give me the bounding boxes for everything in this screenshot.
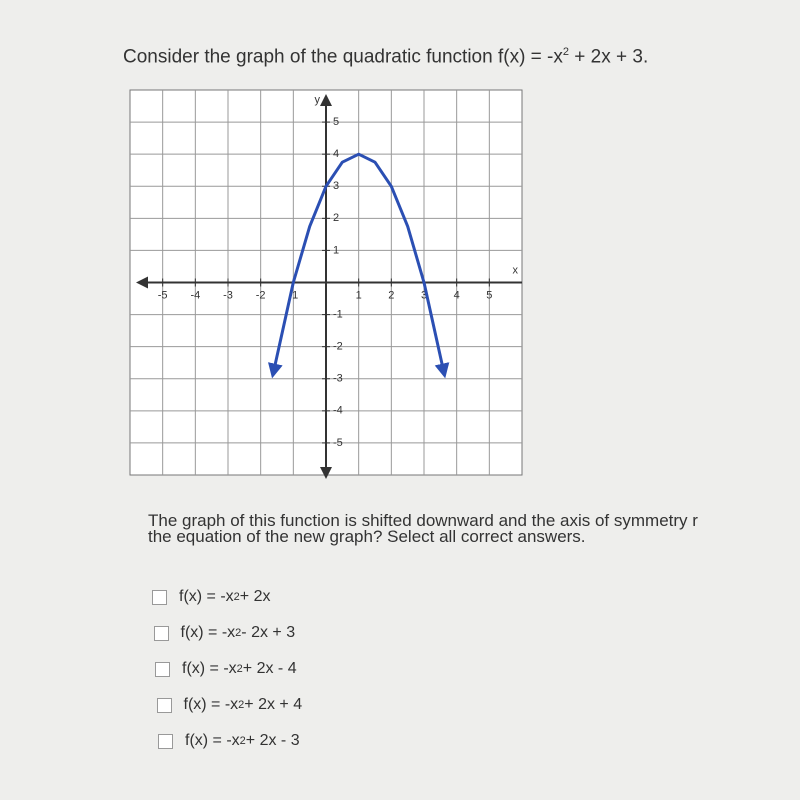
y-tick-label: 2 [333, 212, 339, 224]
x-tick-label: 2 [388, 289, 394, 301]
answer-option[interactable]: f(x) = -x 2 + 2x - 3 [158, 732, 300, 750]
answer-option[interactable]: f(x) = -x 2 + 2x - 4 [155, 660, 297, 678]
y-tick-label: -4 [333, 405, 343, 417]
option-text: f(x) = -x [185, 732, 240, 749]
prompt-line: The graph of this function is shifted do… [148, 511, 698, 530]
x-tick-label: 3 [421, 289, 427, 301]
x-tick-label: -4 [190, 289, 200, 301]
option-text: + 2x + 4 [244, 696, 303, 713]
answer-option[interactable]: f(x) = -x 2 - 2x + 3 [153, 624, 296, 642]
option-text: f(x) = -x [180, 624, 236, 641]
y-axis-label: y [315, 94, 321, 106]
x-tick-label: -2 [256, 289, 266, 301]
checkbox[interactable] [155, 661, 170, 677]
x-tick-label: -3 [223, 289, 233, 301]
y-tick-label: 4 [333, 148, 339, 160]
option-text: f(x) = -x [182, 660, 237, 677]
exponent: 2 [239, 735, 246, 747]
x-tick-label: -1 [288, 289, 298, 301]
title-text: + 2x + 3. [569, 46, 649, 68]
exponent: 2 [562, 46, 570, 58]
x-tick-label: 1 [356, 289, 362, 301]
y-tick-label: 3 [333, 180, 339, 192]
x-tick-label: -5 [158, 289, 168, 301]
x-tick-label: 5 [486, 289, 492, 301]
prompt-line: the equation of the new graph? Select al… [148, 527, 586, 546]
y-tick-label: 1 [333, 244, 339, 256]
checkbox[interactable] [152, 589, 167, 605]
x-axis-label: x [513, 264, 519, 276]
option-text: f(x) = -x [179, 588, 234, 605]
x-tick-label: 4 [454, 289, 460, 301]
function-curve [267, 152, 450, 379]
y-tick-label: -2 [333, 341, 343, 353]
answer-option[interactable]: f(x) = -x 2 + 2x + 4 [156, 696, 303, 714]
exponent: 2 [235, 627, 242, 639]
option-text: + 2x - 4 [242, 660, 297, 677]
checkbox[interactable] [156, 697, 172, 713]
checkbox[interactable] [158, 733, 173, 749]
exponent: 2 [233, 591, 240, 603]
y-tick-label: -5 [333, 437, 343, 449]
checkbox[interactable] [153, 625, 169, 641]
option-text: + 2x [239, 588, 271, 605]
answer-option[interactable]: f(x) = -x 2 + 2x [152, 588, 270, 606]
exponent: 2 [236, 663, 243, 675]
question-title: Consider the graph of the quadratic func… [123, 46, 648, 68]
y-tick-label: -1 [333, 308, 343, 320]
option-text: + 2x - 3 [245, 732, 300, 749]
option-text: - 2x + 3 [241, 624, 296, 641]
exponent: 2 [238, 699, 245, 711]
y-tick-label: 5 [333, 116, 339, 128]
y-tick-label: -3 [333, 373, 343, 385]
title-text: Consider the graph of the quadratic func… [123, 46, 563, 68]
option-text: f(x) = -x [183, 696, 239, 713]
